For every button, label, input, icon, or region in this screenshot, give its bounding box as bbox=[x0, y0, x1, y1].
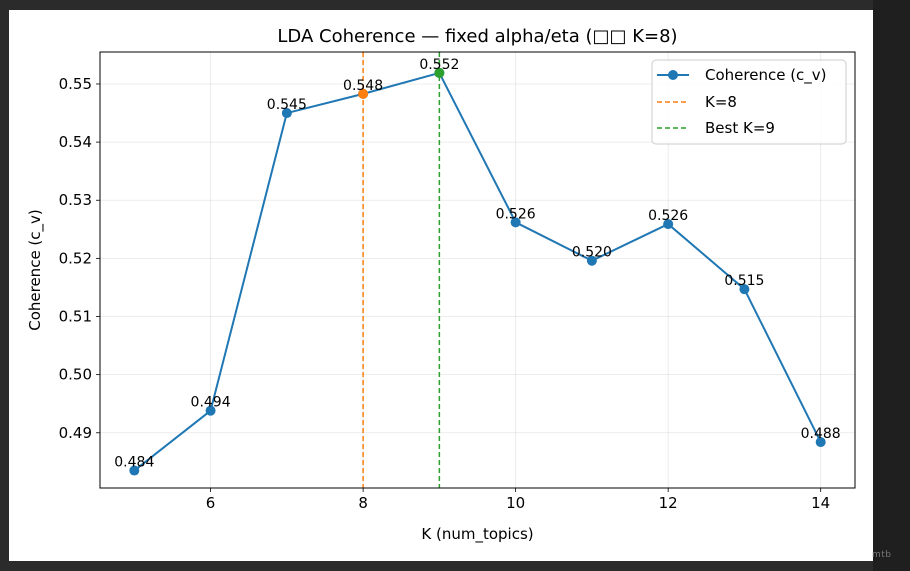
x-axis-label: K (num_topics) bbox=[421, 525, 533, 544]
coherence-line bbox=[133, 71, 822, 472]
k8-highlight-point bbox=[358, 88, 369, 99]
data-label: 0.526 bbox=[648, 208, 688, 224]
watermark: mtb bbox=[872, 550, 892, 560]
data-label: 0.520 bbox=[572, 245, 612, 261]
best-k-highlight-point bbox=[434, 67, 445, 78]
y-tick-label: 0.53 bbox=[59, 191, 92, 209]
y-tick-label: 0.52 bbox=[59, 249, 92, 267]
data-label: 0.488 bbox=[801, 426, 841, 442]
y-tick-label: 0.55 bbox=[59, 75, 92, 93]
data-point bbox=[663, 219, 674, 230]
legend-box bbox=[651, 59, 847, 145]
data-label: 0.548 bbox=[343, 78, 383, 94]
y-tick-label: 0.51 bbox=[59, 308, 92, 326]
legend-marker-coherence bbox=[668, 70, 678, 80]
legend-label-coherence: Coherence (c_v) bbox=[705, 66, 827, 85]
data-label: 0.484 bbox=[114, 455, 154, 471]
axis-ticks: 6 8 10 12 14 0.49 0.50 0.51 0.52 0.53 0.54 0.55 bbox=[59, 75, 831, 512]
data-point bbox=[205, 405, 216, 416]
y-tick-label: 0.50 bbox=[59, 366, 92, 384]
data-point bbox=[129, 465, 140, 476]
legend-label-k8: K=8 bbox=[705, 93, 737, 111]
data-labels: 0.484 0.494 0.545 0.548 0.552 0.526 0.520 0.526… bbox=[114, 57, 840, 471]
x-tick-label: 6 bbox=[206, 494, 216, 512]
legend[interactable]: Coherence (c_v) K=8 Best K=9 bbox=[651, 59, 847, 145]
chart-figure: 0.484 0.494 0.545 0.548 0.552 0.526 0.520 0.526… bbox=[9, 10, 873, 561]
y-tick-label: 0.49 bbox=[59, 424, 92, 442]
grid bbox=[100, 52, 855, 488]
data-series bbox=[129, 67, 826, 476]
data-label: 0.545 bbox=[267, 97, 307, 113]
data-point bbox=[510, 217, 521, 228]
plot-frame bbox=[99, 51, 856, 489]
reference-lines bbox=[362, 52, 441, 488]
data-label: 0.552 bbox=[419, 57, 459, 73]
y-axis-label: Coherence (c_v) bbox=[26, 209, 45, 331]
y-tick-label: 0.54 bbox=[59, 133, 92, 151]
x-tick-label: 10 bbox=[506, 494, 525, 512]
chart-title: LDA Coherence — fixed alpha/eta (□□ K=8) bbox=[277, 26, 677, 47]
data-label: 0.526 bbox=[496, 206, 536, 222]
data-point bbox=[815, 437, 826, 448]
legend-label-best-k: Best K=9 bbox=[705, 119, 775, 137]
data-label: 0.515 bbox=[724, 273, 764, 289]
data-point bbox=[586, 255, 597, 266]
coherence-chart: 0.4840.4940.5450.5480.5520.5260.5200.526… bbox=[26, 26, 856, 544]
window-edge bbox=[873, 0, 910, 571]
x-tick-label: 14 bbox=[811, 494, 830, 512]
x-tick-label: 8 bbox=[358, 494, 368, 512]
data-point bbox=[281, 108, 292, 119]
data-label: 0.494 bbox=[191, 395, 231, 411]
x-tick-label: 12 bbox=[659, 494, 678, 512]
data-point bbox=[739, 284, 750, 295]
